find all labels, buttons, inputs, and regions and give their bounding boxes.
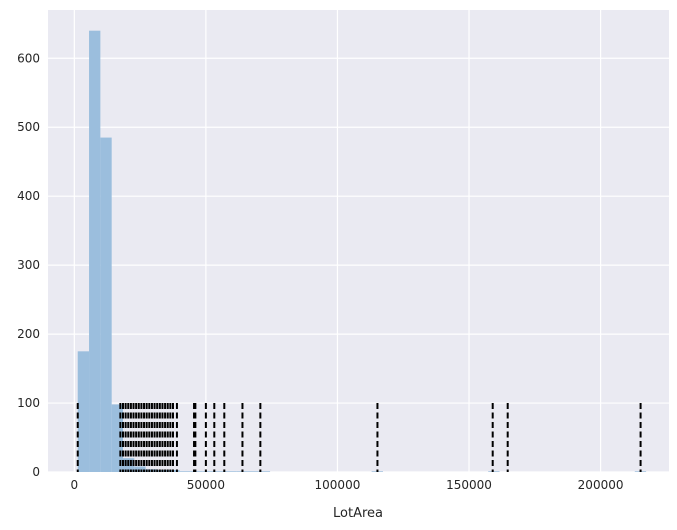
- y-tick-label-1: 100: [17, 396, 40, 410]
- y-tick-label-3: 300: [17, 258, 40, 272]
- histogram-bar-15: [247, 471, 259, 472]
- histogram-bar-10: [190, 471, 203, 472]
- histogram-bar-13: [224, 471, 237, 472]
- rug-lines: [76, 403, 642, 472]
- x-tick-label-0: 0: [70, 478, 78, 492]
- y-tick-label-5: 500: [17, 120, 40, 134]
- histogram-bar-11: [202, 471, 214, 472]
- x-tick-label-3: 150000: [446, 478, 492, 492]
- x-axis-label: LotArea: [333, 506, 383, 521]
- y-tick-label-4: 400: [17, 189, 40, 203]
- x-tick-label-2: 100000: [315, 478, 361, 492]
- histogram-bar-3: [111, 404, 123, 472]
- y-tick-label-2: 200: [17, 327, 40, 341]
- histogram-bar-0: [77, 351, 90, 472]
- histogram-bar-9: [179, 471, 191, 472]
- x-tick-label-4: 200000: [578, 478, 624, 492]
- plot-background: [48, 10, 669, 472]
- x-tick-label-1: 50000: [187, 478, 225, 492]
- y-tick-label-0: 0: [32, 465, 40, 479]
- histogram-bar-20: [488, 471, 500, 472]
- histogram-bar-1: [89, 30, 101, 473]
- histogram-bar-16: [258, 471, 271, 472]
- x-tick-labels: 0 50000 100000 150000 200000: [70, 478, 623, 492]
- histogram-bar-5: [134, 466, 146, 472]
- grid-lines: [48, 10, 669, 473]
- histogram-bar-2: [100, 137, 112, 472]
- y-tick-labels: 0 100 200 300 400 500 600: [17, 51, 40, 479]
- y-tick-label-6: 600: [17, 51, 40, 65]
- histogram-bar-12: [213, 471, 225, 472]
